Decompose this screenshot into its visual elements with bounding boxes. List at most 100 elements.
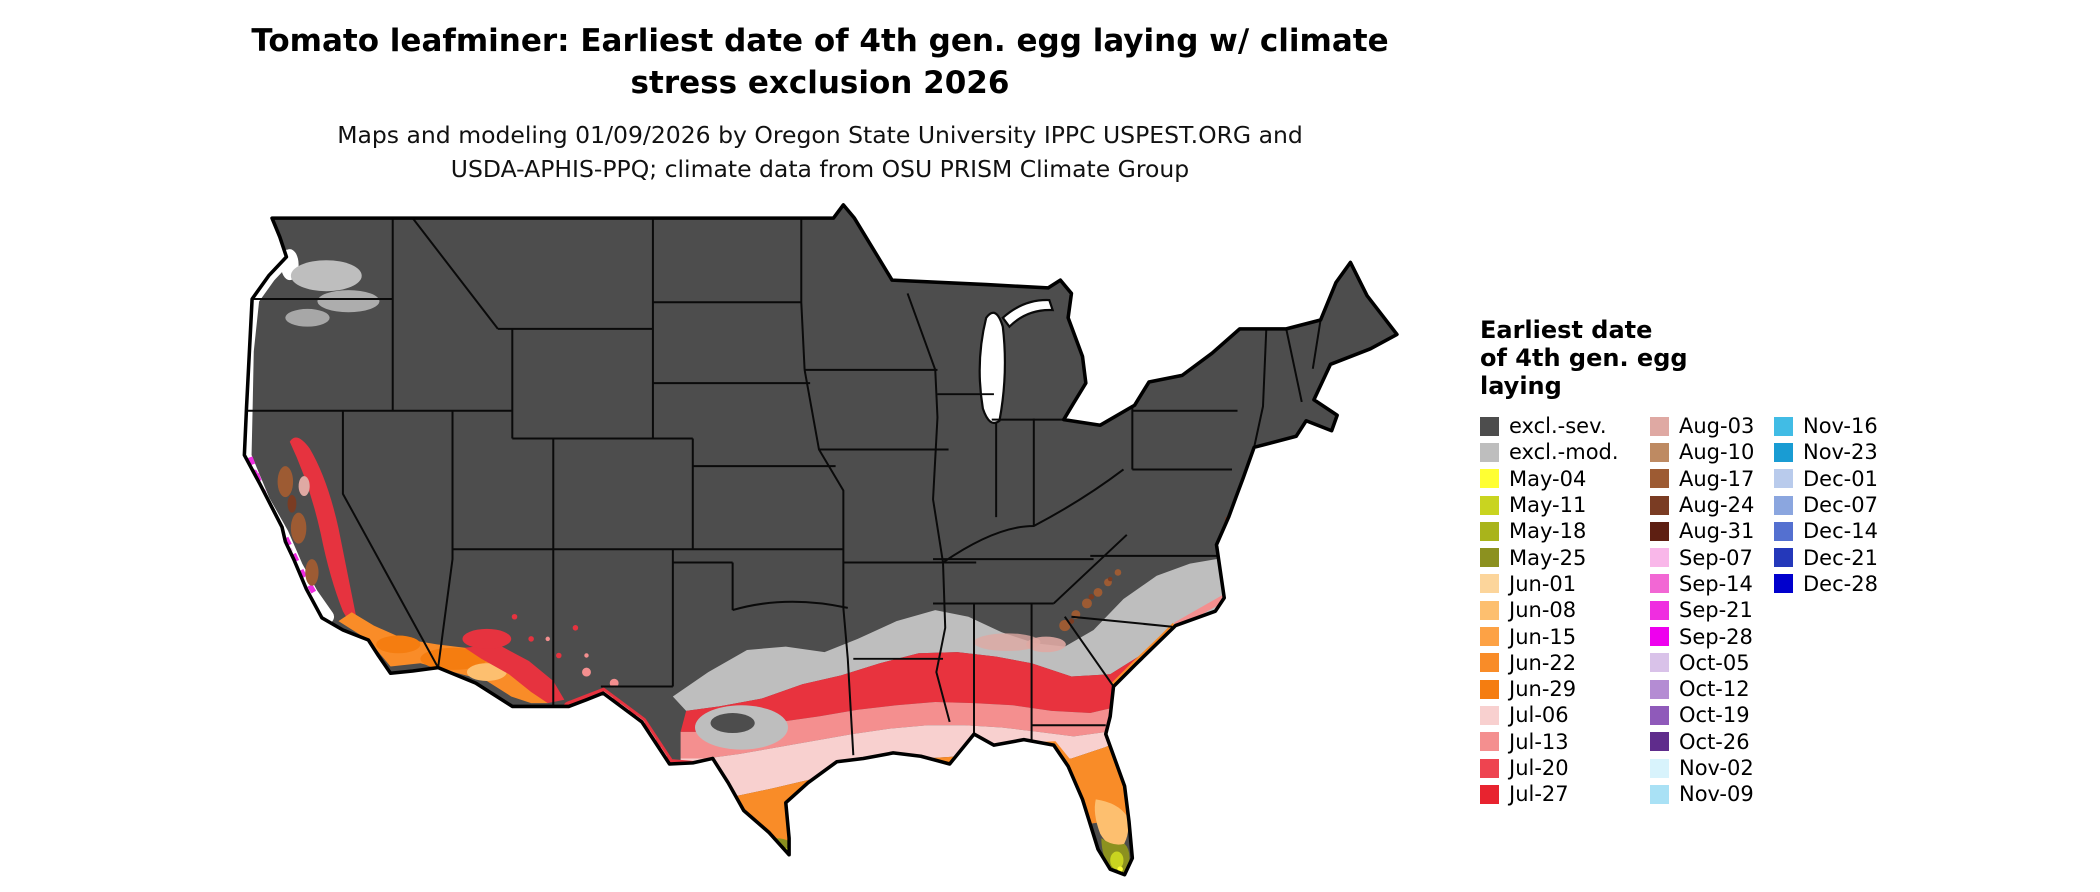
legend-label: Aug-03 bbox=[1679, 414, 1755, 439]
legend-item: excl.-mod. bbox=[1480, 439, 1650, 465]
legend-item: Oct-19 bbox=[1650, 702, 1774, 728]
tn-tan-band-2 bbox=[974, 633, 1041, 652]
legend-swatch bbox=[1480, 679, 1499, 699]
state-borders bbox=[246, 217, 1322, 756]
ca-tan bbox=[298, 476, 310, 497]
legend-swatch bbox=[1650, 732, 1669, 752]
map-subtitle: Maps and modeling 01/09/2026 by Oregon S… bbox=[120, 118, 1520, 186]
or-gray bbox=[285, 308, 330, 327]
map-title-line2: stress exclusion 2026 bbox=[630, 65, 1010, 101]
central-az-red bbox=[462, 628, 512, 649]
legend-item: Aug-31 bbox=[1650, 518, 1774, 544]
legend: Earliest date of 4th gen. egg laying exc… bbox=[1480, 316, 1910, 807]
az-light-orange bbox=[466, 663, 507, 681]
legend-label: Jul-06 bbox=[1509, 703, 1569, 728]
yellow-texas-tip bbox=[784, 862, 792, 870]
wa-gray-1 bbox=[290, 260, 362, 292]
legend-swatch bbox=[1774, 416, 1793, 436]
legend-item: Jul-06 bbox=[1480, 702, 1650, 728]
legend-label: Nov-02 bbox=[1679, 756, 1754, 780]
map-subtitle-line2: USDA-APHIS-PPQ; climate data from OSU PR… bbox=[450, 155, 1190, 183]
legend-title: Earliest date of 4th gen. egg laying bbox=[1480, 316, 1688, 400]
yellow-south-florida bbox=[1117, 866, 1123, 872]
magenta-dot bbox=[273, 524, 280, 532]
legend-swatch bbox=[1650, 521, 1669, 541]
legend-swatch bbox=[1774, 548, 1793, 568]
legend-swatch bbox=[1650, 495, 1669, 515]
legend-item: Aug-17 bbox=[1650, 466, 1774, 492]
legend-label: Dec-07 bbox=[1803, 493, 1878, 518]
legend-item: Oct-26 bbox=[1650, 729, 1774, 755]
red-speck bbox=[528, 636, 534, 642]
lake-michigan bbox=[978, 311, 1007, 425]
ca-central-valley bbox=[289, 437, 357, 622]
legend-label: Oct-12 bbox=[1679, 677, 1750, 702]
legend-swatch bbox=[1480, 442, 1499, 462]
legend-item: May-18 bbox=[1480, 518, 1650, 544]
legend-label: Oct-19 bbox=[1679, 703, 1750, 728]
legend-swatch bbox=[1480, 521, 1499, 541]
yuma-deep-orange bbox=[376, 635, 421, 654]
legend-item: Jun-15 bbox=[1480, 623, 1650, 649]
legend-swatch bbox=[1480, 784, 1499, 804]
legend-label: Dec-28 bbox=[1803, 571, 1878, 596]
appalachia-darkbrown bbox=[1107, 576, 1113, 582]
legend-label: Jun-08 bbox=[1509, 598, 1577, 623]
ca-brown-2 bbox=[290, 512, 307, 544]
red-speck bbox=[572, 625, 579, 631]
legend-item: Jul-20 bbox=[1480, 755, 1650, 781]
appalachia-brown bbox=[1114, 569, 1122, 576]
legend-swatch bbox=[1480, 758, 1499, 778]
legend-label: excl.-mod. bbox=[1509, 440, 1619, 465]
salmon-speck bbox=[582, 667, 591, 677]
salmon-speck bbox=[609, 678, 619, 688]
legend-label: Nov-16 bbox=[1803, 414, 1878, 439]
legend-item: Nov-16 bbox=[1774, 413, 1890, 439]
us-outline bbox=[242, 203, 1399, 877]
legend-item: Sep-21 bbox=[1650, 597, 1774, 623]
legend-label: Jun-15 bbox=[1509, 624, 1577, 649]
legend-item: Dec-14 bbox=[1774, 518, 1890, 544]
legend-label: Nov-09 bbox=[1679, 782, 1754, 807]
legend-item: Dec-01 bbox=[1774, 466, 1890, 492]
lake-huron-strait bbox=[1001, 298, 1055, 329]
legend-item: Nov-09 bbox=[1650, 781, 1774, 807]
appalachia-brown bbox=[1059, 620, 1071, 632]
legend-item: Oct-05 bbox=[1650, 650, 1774, 676]
legend-label: May-25 bbox=[1509, 545, 1587, 570]
map-subtitle-line1: Maps and modeling 01/09/2026 by Oregon S… bbox=[337, 121, 1303, 149]
legend-label: Sep-21 bbox=[1679, 598, 1753, 623]
legend-label: Aug-17 bbox=[1679, 466, 1755, 491]
legend-swatch bbox=[1480, 732, 1499, 752]
legend-item: Aug-03 bbox=[1650, 413, 1774, 439]
light-orange-central-florida bbox=[1094, 799, 1129, 848]
legend-label: May-18 bbox=[1509, 519, 1587, 544]
map-fill-regions bbox=[244, 204, 1397, 875]
legend-swatch bbox=[1650, 574, 1669, 594]
wa-gray-2 bbox=[317, 290, 380, 313]
excluded-severe-region bbox=[244, 204, 1397, 875]
legend-label: excl.-sev. bbox=[1509, 414, 1607, 439]
olive-texas-tip bbox=[765, 838, 802, 875]
map-title-line1: Tomato leafminer: Earliest date of 4th g… bbox=[251, 23, 1389, 59]
legend-label: Jun-22 bbox=[1509, 650, 1577, 675]
salmon-speck bbox=[584, 653, 589, 658]
us-map bbox=[242, 203, 1399, 877]
legend-swatch bbox=[1650, 653, 1669, 673]
legend-item: Jun-08 bbox=[1480, 597, 1650, 623]
yellowgreen-south-florida bbox=[1110, 851, 1124, 870]
appalachia-brown bbox=[1081, 598, 1092, 609]
legend-item: Dec-07 bbox=[1774, 492, 1890, 518]
legend-swatch bbox=[1650, 784, 1669, 804]
legend-swatch bbox=[1774, 521, 1793, 541]
legend-swatch bbox=[1650, 442, 1669, 462]
legend-item: Aug-24 bbox=[1650, 492, 1774, 518]
legend-item: May-25 bbox=[1480, 544, 1650, 570]
legend-label: Sep-14 bbox=[1679, 571, 1753, 596]
red-speck bbox=[511, 613, 518, 620]
legend-label: Sep-07 bbox=[1679, 545, 1753, 570]
legend-column-2: Aug-03 Aug-10 Aug-17 Aug-24 Aug-31 Sep-07 Sep-… bbox=[1650, 413, 1774, 807]
legend-label: Jul-20 bbox=[1509, 756, 1569, 780]
legend-swatch bbox=[1480, 627, 1499, 647]
legend-item: Jun-29 bbox=[1480, 676, 1650, 702]
